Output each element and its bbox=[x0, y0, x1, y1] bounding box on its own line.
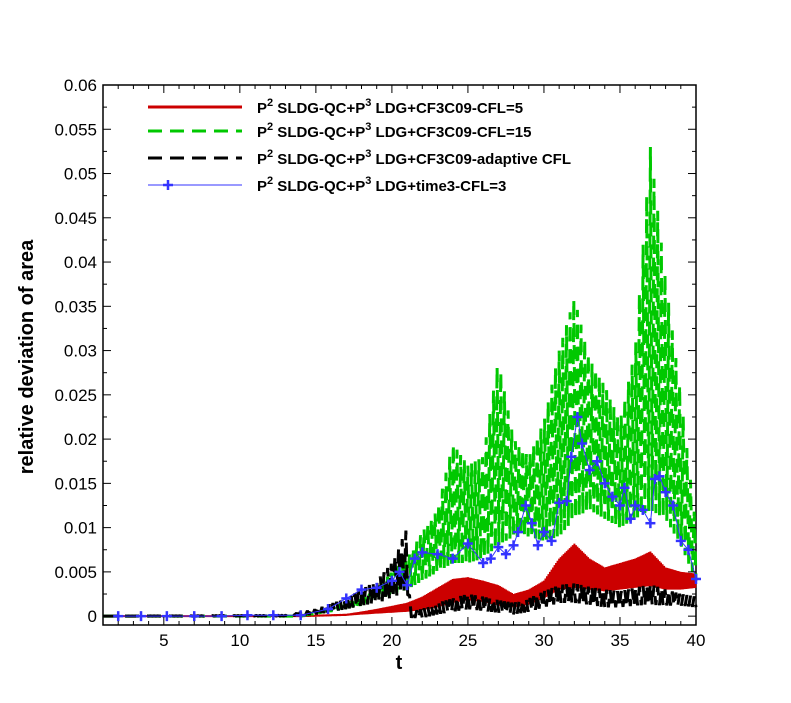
legend-label: P2 SLDG-QC+P3 LDG+CF3C09-adaptive CFL bbox=[257, 148, 571, 168]
data-point bbox=[136, 611, 147, 622]
x-tick-label: 40 bbox=[687, 631, 706, 650]
y-tick-label: 0.055 bbox=[54, 120, 97, 139]
x-tick-label: 30 bbox=[534, 631, 553, 650]
y-tick-label: 0.02 bbox=[64, 430, 97, 449]
data-point bbox=[576, 438, 587, 449]
data-point bbox=[394, 566, 405, 577]
x-tick-label: 15 bbox=[306, 631, 325, 650]
data-point bbox=[161, 611, 172, 622]
data-point bbox=[113, 611, 124, 622]
plot-frame bbox=[102, 84, 697, 626]
axes-layer: 0 0.005 0.01 0.015 0.02 0.025 0.03 0.035 0.04 0.0… bbox=[54, 76, 705, 650]
data-point bbox=[683, 544, 694, 555]
series-3 bbox=[113, 411, 701, 622]
legend-label: P2 SLDG-QC+P3 LDG+CF3C09-CFL=5 bbox=[257, 97, 523, 117]
data-point bbox=[554, 497, 565, 508]
data-point bbox=[485, 553, 496, 564]
legend-label: P2 SLDG-QC+P3 LDG+time3-CFL=3 bbox=[257, 175, 506, 195]
data-point bbox=[478, 558, 489, 569]
legend: P2 SLDG-QC+P3 LDG+CF3C09-CFL=5 P2 SLDG-QC… bbox=[148, 97, 571, 195]
data-point bbox=[323, 604, 334, 615]
data-point bbox=[402, 580, 413, 591]
data-point bbox=[189, 611, 200, 622]
data-point bbox=[637, 504, 648, 515]
legend-item: P2 SLDG-QC+P3 LDG+time3-CFL=3 bbox=[148, 175, 506, 195]
data-point bbox=[619, 482, 630, 493]
data-point bbox=[668, 500, 679, 511]
data-point bbox=[409, 553, 420, 564]
data-point bbox=[371, 582, 382, 593]
data-point bbox=[341, 593, 352, 604]
x-tick-label: 5 bbox=[159, 631, 168, 650]
data-point bbox=[356, 584, 367, 595]
data-point bbox=[526, 518, 537, 529]
data-point bbox=[572, 411, 583, 422]
data-point bbox=[614, 500, 625, 511]
y-tick-label: 0.015 bbox=[54, 474, 97, 493]
data-point bbox=[447, 553, 458, 564]
y-tick-label: 0.06 bbox=[64, 76, 97, 95]
data-point bbox=[268, 610, 279, 621]
data-point bbox=[607, 491, 618, 502]
data-point bbox=[532, 540, 543, 551]
y-tick-label: 0.04 bbox=[64, 253, 97, 272]
data-point bbox=[386, 575, 397, 586]
y-tick-label: 0.035 bbox=[54, 297, 97, 316]
data-point bbox=[520, 500, 531, 511]
data-point bbox=[625, 513, 636, 524]
data-point bbox=[630, 500, 641, 511]
data-point bbox=[546, 535, 557, 546]
series-line bbox=[103, 146, 698, 618]
data-point bbox=[508, 540, 519, 551]
y-axis-label: relative deviation of area bbox=[16, 239, 38, 474]
series-1 bbox=[103, 146, 698, 618]
data-point bbox=[242, 610, 253, 621]
data-point bbox=[493, 542, 504, 553]
legend-item: P2 SLDG-QC+P3 LDG+CF3C09-adaptive CFL bbox=[148, 148, 571, 168]
data-point bbox=[295, 610, 306, 621]
legend-item: P2 SLDG-QC+P3 LDG+CF3C09-CFL=5 bbox=[148, 97, 523, 117]
data-point bbox=[462, 538, 473, 549]
data-point bbox=[216, 611, 227, 622]
data-point bbox=[538, 527, 549, 538]
data-point bbox=[417, 547, 428, 558]
y-tick-label: 0.005 bbox=[54, 563, 97, 582]
y-tick-label: 0.03 bbox=[64, 342, 97, 361]
legend-item: P2 SLDG-QC+P3 LDG+CF3C09-CFL=15 bbox=[148, 121, 531, 141]
data-point bbox=[654, 471, 665, 482]
legend-label: P2 SLDG-QC+P3 LDG+CF3C09-CFL=15 bbox=[257, 121, 531, 141]
x-tick-label: 35 bbox=[611, 631, 630, 650]
y-tick-label: 0.01 bbox=[64, 519, 97, 538]
x-tick-label: 25 bbox=[458, 631, 477, 650]
data-point bbox=[645, 518, 656, 529]
data-point bbox=[592, 456, 603, 467]
data-point bbox=[561, 496, 572, 507]
data-point bbox=[675, 535, 686, 546]
data-point bbox=[660, 487, 671, 498]
data-point bbox=[432, 549, 443, 560]
data-point bbox=[500, 549, 511, 560]
x-tick-label: 10 bbox=[230, 631, 249, 650]
y-tick-label: 0.025 bbox=[54, 386, 97, 405]
y-tick-label: 0.045 bbox=[54, 209, 97, 228]
y-tick-label: 0 bbox=[88, 607, 97, 626]
data-point bbox=[566, 451, 577, 462]
x-axis-label: t bbox=[396, 652, 403, 674]
data-point bbox=[691, 573, 701, 584]
data-point bbox=[599, 478, 610, 489]
data-layer bbox=[103, 146, 701, 622]
data-point bbox=[513, 527, 524, 538]
data-point bbox=[584, 465, 595, 476]
x-tick-label: 20 bbox=[382, 631, 401, 650]
y-tick-label: 0.05 bbox=[64, 165, 97, 184]
